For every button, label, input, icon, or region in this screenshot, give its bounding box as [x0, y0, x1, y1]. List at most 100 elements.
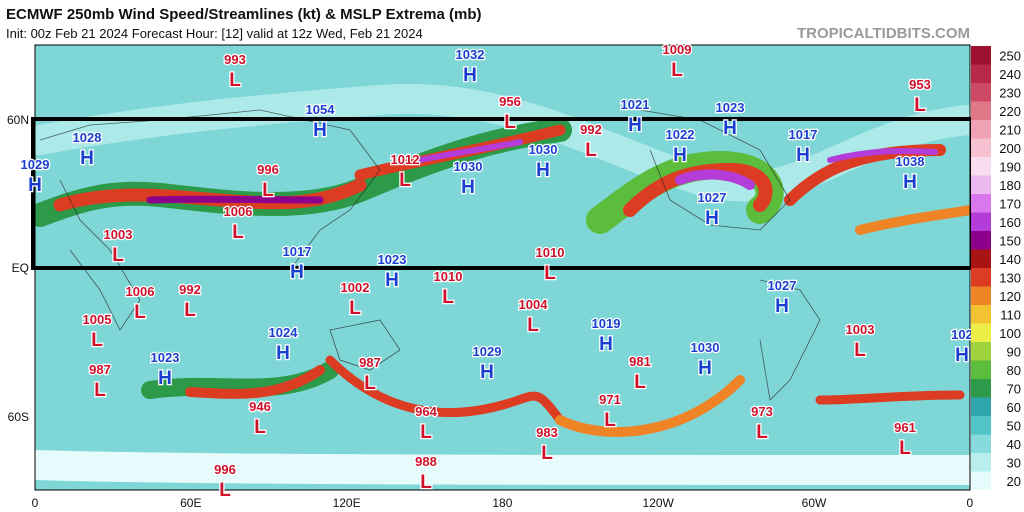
- pressure-letter: H: [705, 208, 719, 229]
- pressure-letter: L: [541, 443, 553, 464]
- pressure-letter: H: [955, 345, 969, 366]
- colorbar-swatch: [971, 471, 991, 490]
- colorbar-label: 40: [1007, 437, 1021, 452]
- colorbar-label: 160: [999, 215, 1021, 230]
- pressure-value: 1003: [104, 227, 133, 242]
- colorbar-swatch: [971, 194, 991, 213]
- x-axis-label: 0: [32, 496, 39, 510]
- colorbar-label: 180: [999, 178, 1021, 193]
- colorbar-swatch: [971, 360, 991, 379]
- colorbar-label: 110: [1000, 307, 1021, 322]
- pressure-letter: L: [134, 302, 146, 323]
- pressure-letter: L: [634, 372, 646, 393]
- colorbar-swatch: [971, 138, 991, 157]
- pressure-value: 1030: [454, 159, 483, 174]
- pressure-letter: H: [628, 115, 642, 136]
- x-axis-label: 180: [492, 496, 512, 510]
- colorbar-swatch: [971, 249, 991, 268]
- pressure-letter: H: [599, 334, 613, 355]
- pressure-value: 1006: [126, 284, 155, 299]
- colorbar-swatch: [971, 46, 991, 65]
- pressure-value: 1029: [21, 157, 50, 172]
- pressure-letter: L: [585, 140, 597, 161]
- pressure-letter: H: [698, 358, 712, 379]
- colorbar-swatch: [971, 434, 991, 453]
- x-axis-label: 120W: [643, 496, 675, 510]
- pressure-value: 102: [951, 327, 973, 342]
- pressure-letter: L: [229, 70, 241, 91]
- colorbar-swatch: [971, 397, 991, 416]
- pressure-letter: L: [504, 112, 516, 133]
- pressure-value: 1023: [378, 252, 407, 267]
- y-axis-label: 60S: [8, 410, 29, 424]
- pressure-letter: H: [536, 160, 550, 181]
- pressure-value: 1032: [456, 47, 485, 62]
- pressure-letter: L: [349, 298, 361, 319]
- pressure-letter: L: [420, 472, 432, 493]
- pressure-value: 1012: [391, 152, 420, 167]
- colorbar-label: 120: [999, 289, 1021, 304]
- pressure-value: 1019: [592, 316, 621, 331]
- colorbar-label: 240: [999, 67, 1021, 82]
- pressure-value: 987: [89, 362, 111, 377]
- pressure-value: 1028: [73, 130, 102, 145]
- pressure-centers: 993 L 1032 H 1009 L 953 L 956 L 1054 H 1021 H 1023 H 992…: [19, 41, 974, 503]
- colorbar-swatch: [971, 323, 991, 342]
- pressure-value: 1038: [896, 154, 925, 169]
- pressure-letter: H: [903, 172, 917, 193]
- pressure-value: 1030: [691, 340, 720, 355]
- colorbar-swatch: [971, 64, 991, 83]
- colorbar-label: 90: [1007, 344, 1021, 359]
- pressure-letter: L: [112, 245, 124, 266]
- pressure-value: 1030: [529, 142, 558, 157]
- pressure-value: 996: [257, 162, 279, 177]
- pressure-value: 964: [415, 404, 437, 419]
- pressure-letter: L: [184, 300, 196, 321]
- colorbar-label: 190: [999, 159, 1021, 174]
- pressure-value: 946: [249, 399, 271, 414]
- pressure-letter: L: [756, 422, 768, 443]
- colorbar-swatch: [971, 286, 991, 305]
- pressure-letter: L: [219, 480, 231, 501]
- pressure-letter: H: [313, 120, 327, 141]
- colorbar-swatch: [971, 231, 991, 250]
- pressure-value: 1027: [768, 278, 797, 293]
- map-frame: [34, 44, 971, 491]
- pressure-letter: L: [232, 222, 244, 243]
- pressure-letter: L: [442, 287, 454, 308]
- pressure-letter: L: [914, 95, 926, 116]
- y-axis-label: 60N: [7, 113, 29, 127]
- pressure-letter: H: [673, 145, 687, 166]
- pressure-letter: H: [28, 175, 42, 196]
- colorbar-swatch: [971, 268, 991, 287]
- pressure-value: 953: [909, 77, 931, 92]
- pressure-value: 1003: [846, 322, 875, 337]
- pressure-value: 1024: [269, 325, 299, 340]
- pressure-letter: L: [544, 263, 556, 284]
- pressure-value: 1004: [519, 297, 549, 312]
- colorbar-swatch: [971, 175, 991, 194]
- colorbar-label: 170: [999, 196, 1021, 211]
- pressure-value: 1027: [698, 190, 727, 205]
- colorbar-swatch: [971, 120, 991, 139]
- pressure-value: 971: [599, 392, 621, 407]
- pressure-value: 961: [894, 420, 916, 435]
- pressure-value: 1009: [663, 42, 692, 57]
- colorbar-swatch: [971, 305, 991, 324]
- pressure-letter: L: [604, 410, 616, 431]
- pressure-letter: L: [420, 422, 432, 443]
- x-axis-label: 60W: [802, 496, 827, 510]
- pressure-value: 1005: [83, 312, 112, 327]
- colorbar-swatch: [971, 101, 991, 120]
- colorbar-label: 70: [1007, 381, 1021, 396]
- pressure-value: 1023: [716, 100, 745, 115]
- pressure-value: 992: [580, 122, 602, 137]
- pressure-value: 1010: [434, 269, 463, 284]
- axis-labels: 0 60E 120E 180 120W 60W 0 60N EQ 60S: [7, 113, 973, 510]
- colorbar-label: 60: [1007, 400, 1021, 415]
- y-axis-label: EQ: [12, 261, 29, 275]
- pressure-letter: H: [385, 270, 399, 291]
- pressure-letter: H: [480, 362, 494, 383]
- pressure-letter: L: [91, 330, 103, 351]
- watermark: TROPICALTIDBITS.COM: [797, 25, 970, 42]
